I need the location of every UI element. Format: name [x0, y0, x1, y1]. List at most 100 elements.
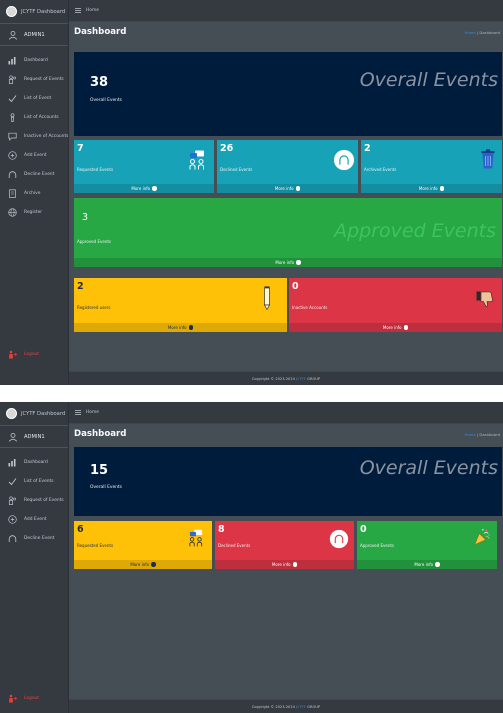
- copyright-prefix: Copyright © 2023-2024: [251, 376, 297, 381]
- arrow-circle-right-icon: [151, 562, 156, 567]
- more-info-label: More info: [382, 325, 402, 330]
- nav-item-request-of-events[interactable]: Request of Events: [0, 70, 68, 89]
- copyright-link[interactable]: JCYTF: [296, 376, 307, 381]
- arrow-circle-right-icon: [292, 562, 298, 567]
- approved-more-info-link[interactable]: More info: [74, 258, 502, 267]
- nav-item-decline-event[interactable]: Decline Event: [0, 165, 68, 184]
- nav-label: Add Event: [24, 517, 47, 522]
- brand-link[interactable]: JCYTF Dashboard: [0, 402, 68, 426]
- more-info-label: More info: [271, 562, 291, 567]
- pencil-icon: [263, 286, 271, 310]
- logout-icon: [9, 694, 17, 702]
- overall-events-label: Overall Events: [90, 98, 122, 103]
- user-panel[interactable]: ADMIN1: [0, 426, 68, 448]
- more-info-label: More info: [414, 562, 434, 567]
- declined-more-info-link[interactable]: More info: [215, 560, 354, 569]
- hamburger-menu-icon[interactable]: [75, 410, 81, 415]
- nav-label: Archive: [24, 191, 41, 196]
- nav-item-register[interactable]: Register: [0, 203, 68, 222]
- approved-events-box: 0 Approved Events More info: [357, 521, 497, 569]
- logout-link[interactable]: Logout: [0, 689, 39, 707]
- approved-events-title: Approved Events: [334, 220, 496, 242]
- nav-item-inactive-of-accounts[interactable]: Inactive of Accounts: [0, 127, 68, 146]
- nav-item-request-of-events[interactable]: Request of Events: [0, 491, 68, 510]
- requested-more-info-link[interactable]: More info: [74, 184, 214, 193]
- check-icon: [8, 478, 17, 486]
- overall-events-count: 38: [90, 75, 109, 90]
- approved-events-count: 0: [360, 524, 367, 535]
- declined-events-count: 26: [220, 143, 234, 154]
- chart-icon: [8, 57, 16, 65]
- admin-dashboard-screenshot: JCYTF Dashboard ADMIN1 Dashboard Request…: [0, 0, 503, 385]
- page-footer: Copyright © 2023-2024 JCYTF GROUP: [69, 371, 503, 385]
- inactive-accounts-count: 0: [292, 281, 299, 292]
- nav-label: Dashboard: [24, 460, 48, 465]
- approved-events-count: 3: [82, 212, 89, 223]
- more-info-label: More info: [130, 562, 150, 567]
- breadcrumb-home[interactable]: Home: [464, 30, 476, 35]
- hamburger-menu-icon[interactable]: [75, 8, 81, 13]
- inactive-accounts-box: 0 Inactive Accounts More info: [289, 278, 502, 332]
- approved-events-box: 3 Approved Events Approved Events More i…: [74, 198, 502, 267]
- overall-events-label: Overall Events: [90, 485, 122, 490]
- nav-item-list-of-accounts[interactable]: List of Accounts: [0, 108, 68, 127]
- topbar-home-link[interactable]: Home: [86, 8, 99, 13]
- page-footer: Copyright © 2023-2024 JCYTF GROUP: [69, 699, 503, 713]
- inactive-more-info-link[interactable]: More info: [289, 323, 502, 332]
- declined-events-count: 8: [218, 524, 225, 535]
- logout-link[interactable]: Logout: [0, 345, 39, 363]
- approved-more-info-link[interactable]: More info: [357, 560, 497, 569]
- nav-item-add-event[interactable]: Add Event: [0, 146, 68, 165]
- users-chat-icon: [189, 529, 203, 547]
- archived-more-info-link[interactable]: More info: [361, 184, 502, 193]
- sidebar-nav: Dashboard List of Events Request of Even…: [0, 448, 68, 548]
- nav-label: Request of Events: [24, 498, 64, 503]
- users-icon: [8, 75, 17, 84]
- brand-text: JCYTF Dashboard: [21, 8, 66, 15]
- breadcrumb-home[interactable]: Home: [464, 432, 476, 437]
- arrow-circle-right-icon: [435, 562, 440, 567]
- content-area: Dashboard Home | Dashboard 38 Overall Ev…: [69, 22, 503, 385]
- nav-item-dashboard[interactable]: Dashboard: [0, 453, 68, 472]
- registered-users-box: 2 Registered users More info: [74, 278, 287, 332]
- page-title: Dashboard: [74, 27, 127, 37]
- nav-item-archive[interactable]: Archive: [0, 184, 68, 203]
- user-panel[interactable]: ADMIN1: [0, 24, 68, 46]
- arrow-circle-right-icon: [188, 325, 194, 330]
- party-popper-icon: [474, 529, 491, 546]
- arrow-circle-right-icon: [295, 186, 301, 191]
- inactive-accounts-label: Inactive Accounts: [292, 305, 328, 310]
- brand-logo: [6, 6, 17, 17]
- archive-icon: [9, 189, 16, 198]
- user-circle-icon: [8, 30, 18, 40]
- nav-label: Register: [24, 210, 43, 215]
- plus-circle-icon: [8, 151, 17, 160]
- archived-events-count: 2: [364, 143, 371, 154]
- breadcrumb-current: Dashboard: [479, 432, 500, 437]
- overall-events-box: 38 Overall Events Overall Events: [74, 52, 502, 136]
- requested-events-box: 6 Requested Events More info: [74, 521, 212, 569]
- nav-item-add-event[interactable]: Add Event: [0, 510, 68, 529]
- nav-item-dashboard[interactable]: Dashboard: [0, 51, 68, 70]
- registered-more-info-link[interactable]: More info: [74, 323, 287, 332]
- copyright-suffix: GROUP: [306, 376, 321, 381]
- brand-link[interactable]: JCYTF Dashboard: [0, 0, 68, 24]
- declined-more-info-link[interactable]: More info: [217, 184, 358, 193]
- nav-item-list-of-events[interactable]: List of Events: [0, 472, 68, 491]
- plus-circle-icon: [8, 515, 17, 524]
- copyright-link[interactable]: JCYTF: [296, 704, 307, 709]
- more-info-label: More info: [167, 325, 187, 330]
- nav-label: Request of Events: [24, 77, 64, 82]
- more-info-label: More info: [274, 186, 294, 191]
- breadcrumb-separator: |: [475, 30, 480, 35]
- nav-item-list-of-event[interactable]: List of Event: [0, 89, 68, 108]
- nav-label: Inactive of Accounts: [24, 134, 69, 139]
- requested-more-info-link[interactable]: More info: [74, 560, 212, 569]
- copyright-text: Copyright © 2023-2024 JCYTF GROUP: [252, 705, 320, 709]
- globe-icon: [8, 208, 17, 217]
- requested-events-label: Requested Events: [77, 167, 114, 172]
- topbar-home-link[interactable]: Home: [86, 410, 99, 415]
- copyright-text: Copyright © 2023-2024 JCYTF GROUP: [252, 377, 320, 381]
- arc-icon: [8, 535, 17, 542]
- nav-item-decline-event[interactable]: Decline Event: [0, 529, 68, 548]
